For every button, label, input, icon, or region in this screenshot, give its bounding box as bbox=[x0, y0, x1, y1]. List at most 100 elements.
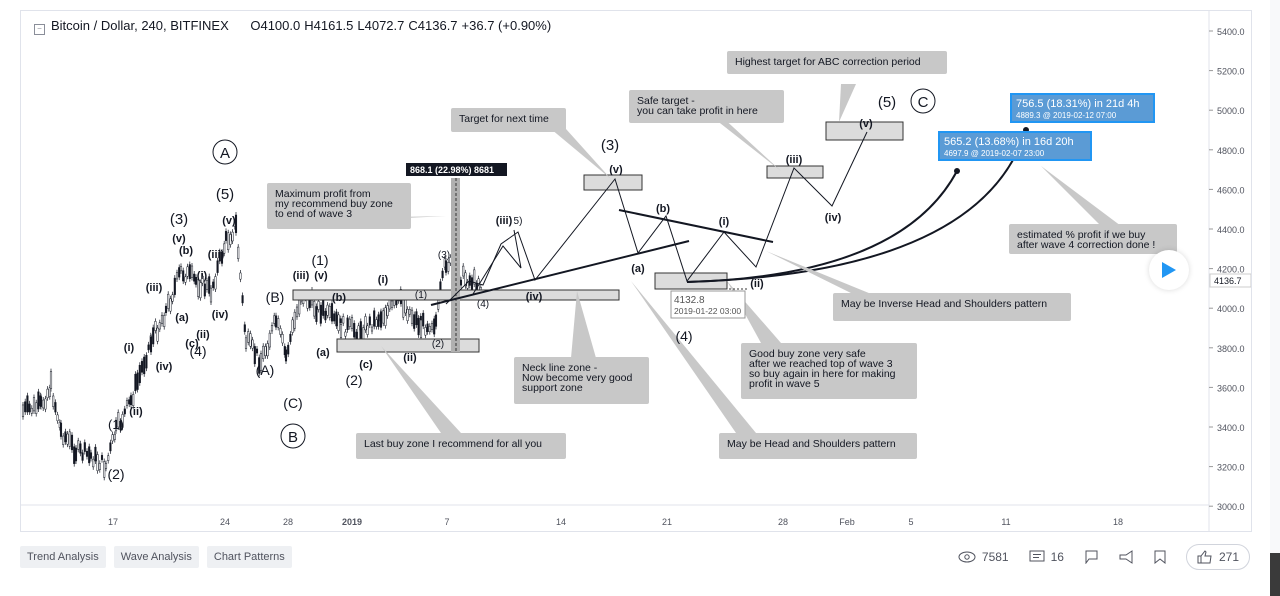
wave-label: (1) bbox=[311, 252, 328, 268]
note-text: after wave 4 correction done ! bbox=[1017, 239, 1155, 251]
tag-wave-analysis[interactable]: Wave Analysis bbox=[113, 546, 199, 568]
price-tick-label: 5000.0 bbox=[1217, 106, 1245, 116]
measure-text: 565.2 (13.68%) in 16d 20h bbox=[944, 136, 1074, 148]
note-text: after we reached top of wave 3 bbox=[749, 358, 893, 370]
time-tick-label: 24 bbox=[220, 517, 230, 527]
note-callout: May be Inverse Head and Shoulders patter… bbox=[833, 293, 1071, 321]
wave-label: (iii) bbox=[293, 270, 310, 282]
time-tick-label: 28 bbox=[283, 517, 293, 527]
price-tick-label: 4000.0 bbox=[1217, 304, 1245, 314]
wave-label: (4) bbox=[189, 343, 206, 359]
time-tick-label: 5 bbox=[908, 517, 913, 527]
note-callout: May be Head and Shoulders pattern bbox=[719, 433, 917, 459]
change-value: +36.7 (+0.90%) bbox=[461, 18, 552, 33]
note-text: Target for next time bbox=[459, 113, 549, 125]
bookmark-icon bbox=[1154, 550, 1166, 564]
wave-label: (4) bbox=[477, 299, 489, 310]
wave-label: (5) bbox=[216, 186, 234, 203]
wave-label: C bbox=[918, 94, 929, 111]
tag-chart-patterns[interactable]: Chart Patterns bbox=[206, 546, 292, 568]
megaphone-icon bbox=[1119, 550, 1133, 564]
time-axis: 17 24 28 2019 7 14 21 28 Feb 5 11 18 bbox=[108, 517, 1123, 527]
note-text: May be Head and Shoulders pattern bbox=[727, 438, 896, 450]
time-tick-label: Feb bbox=[839, 517, 855, 527]
wave-label: (iii) bbox=[786, 154, 803, 166]
wave-label: (v) bbox=[222, 215, 236, 227]
measure-subtext: 4889.3 @ 2019-02-12 07:00 bbox=[1016, 111, 1117, 120]
collapse-icon[interactable]: − bbox=[34, 24, 45, 35]
wave-label: (v) bbox=[172, 233, 186, 245]
wave-label: (1) bbox=[415, 290, 427, 301]
wave-label: (iv) bbox=[526, 291, 543, 303]
bookmark-button[interactable] bbox=[1154, 550, 1166, 564]
wave-label: (4) bbox=[675, 328, 692, 344]
wave-label: (3) bbox=[438, 250, 450, 261]
like-button[interactable]: 271 bbox=[1185, 544, 1250, 570]
stats-bar: 7581 16 271 bbox=[958, 544, 1250, 570]
wave-label: (B) bbox=[266, 289, 285, 305]
wave-label: (v) bbox=[609, 164, 623, 176]
highest-target-box bbox=[825, 121, 904, 141]
flag-button[interactable] bbox=[1084, 550, 1098, 564]
wave-label: (iii) bbox=[496, 215, 513, 227]
views-stat[interactable]: 7581 bbox=[958, 550, 1009, 564]
comments-stat[interactable]: 16 bbox=[1029, 550, 1064, 564]
note-callout: Safe target -you can take profit in here bbox=[629, 90, 784, 123]
wave3-target-box bbox=[583, 174, 643, 191]
wave-label: A bbox=[220, 145, 230, 162]
wave-label: (c) bbox=[359, 359, 373, 371]
wave-label: (iv) bbox=[212, 309, 229, 321]
wave-label: (2) bbox=[432, 339, 444, 350]
note-text: Neck line zone - bbox=[522, 362, 598, 374]
wave-label: (i) bbox=[719, 216, 730, 228]
measure-subtext: 4697.9 @ 2019-02-07 23:00 bbox=[944, 149, 1045, 158]
low-value: L4072.7 bbox=[357, 18, 405, 33]
note-text: Maximum profit from bbox=[275, 188, 371, 200]
note-callout: Neck line zone -Now become very good sup… bbox=[514, 357, 649, 404]
thumbs-up-icon bbox=[1197, 550, 1212, 564]
profit-measure-label: 868.1 (22.98%) 8681 bbox=[410, 165, 494, 175]
time-tick-label: 14 bbox=[556, 517, 566, 527]
views-count: 7581 bbox=[981, 550, 1009, 564]
scrollbar-thumb[interactable] bbox=[1270, 553, 1280, 596]
chart-area[interactable]: 5400.0 5200.0 5000.0 4800.0 4600.0 4400.0 4200… bbox=[20, 10, 1252, 532]
wave-label: (c) bbox=[185, 338, 199, 350]
note-callout: Target for next time bbox=[451, 108, 566, 132]
close-value: C4136.7 bbox=[408, 18, 458, 33]
wave-label: (iv) bbox=[156, 361, 173, 373]
last-buy-zone-box bbox=[336, 338, 480, 353]
wave-label: (i) bbox=[378, 274, 389, 286]
play-button[interactable] bbox=[1149, 250, 1189, 290]
comments-count: 16 bbox=[1050, 550, 1064, 564]
tag-trend-analysis[interactable]: Trend Analysis bbox=[20, 546, 106, 568]
high-value: H4161.5 bbox=[304, 18, 354, 33]
share-button[interactable] bbox=[1118, 550, 1134, 564]
note-text: my recommend buy zone bbox=[275, 198, 393, 210]
price-label-box bbox=[670, 290, 746, 319]
time-tick-label: 11 bbox=[1001, 517, 1010, 527]
wave-label: (b) bbox=[332, 292, 346, 304]
time-tick-label: 21 bbox=[662, 517, 672, 527]
wave-label: (2) bbox=[345, 372, 362, 388]
wave-label: (b) bbox=[179, 245, 193, 257]
wave-label: (a) bbox=[631, 263, 645, 275]
wave-label: (3) bbox=[601, 137, 619, 154]
eye-icon bbox=[958, 551, 976, 563]
note-text: so buy again in here for making bbox=[749, 368, 896, 380]
price-tick-label: 3600.0 bbox=[1217, 383, 1245, 393]
page-scrollbar[interactable] bbox=[1270, 0, 1280, 596]
price-tick-label: 4400.0 bbox=[1217, 225, 1245, 235]
wave-label: (a) bbox=[316, 347, 330, 359]
wave-label: (b) bbox=[656, 203, 670, 215]
time-tick-label: 7 bbox=[444, 517, 449, 527]
price-axis: 5400.0 5200.0 5000.0 4800.0 4600.0 4400.0 4200… bbox=[1209, 27, 1252, 512]
likes-count: 271 bbox=[1218, 550, 1239, 564]
symbol-header: − Bitcoin / Dollar, 240, BITFINEX O4100.0… bbox=[34, 18, 555, 35]
note-text: Highest target for ABC correction period bbox=[735, 56, 921, 68]
wave-label: (iv) bbox=[825, 212, 842, 224]
tag-bar: Trend Analysis Wave Analysis Chart Patte… bbox=[20, 546, 292, 568]
measure-text: 756.5 (18.31%) in 21d 4h bbox=[1016, 98, 1140, 110]
note-text: Now become very good bbox=[522, 372, 632, 384]
